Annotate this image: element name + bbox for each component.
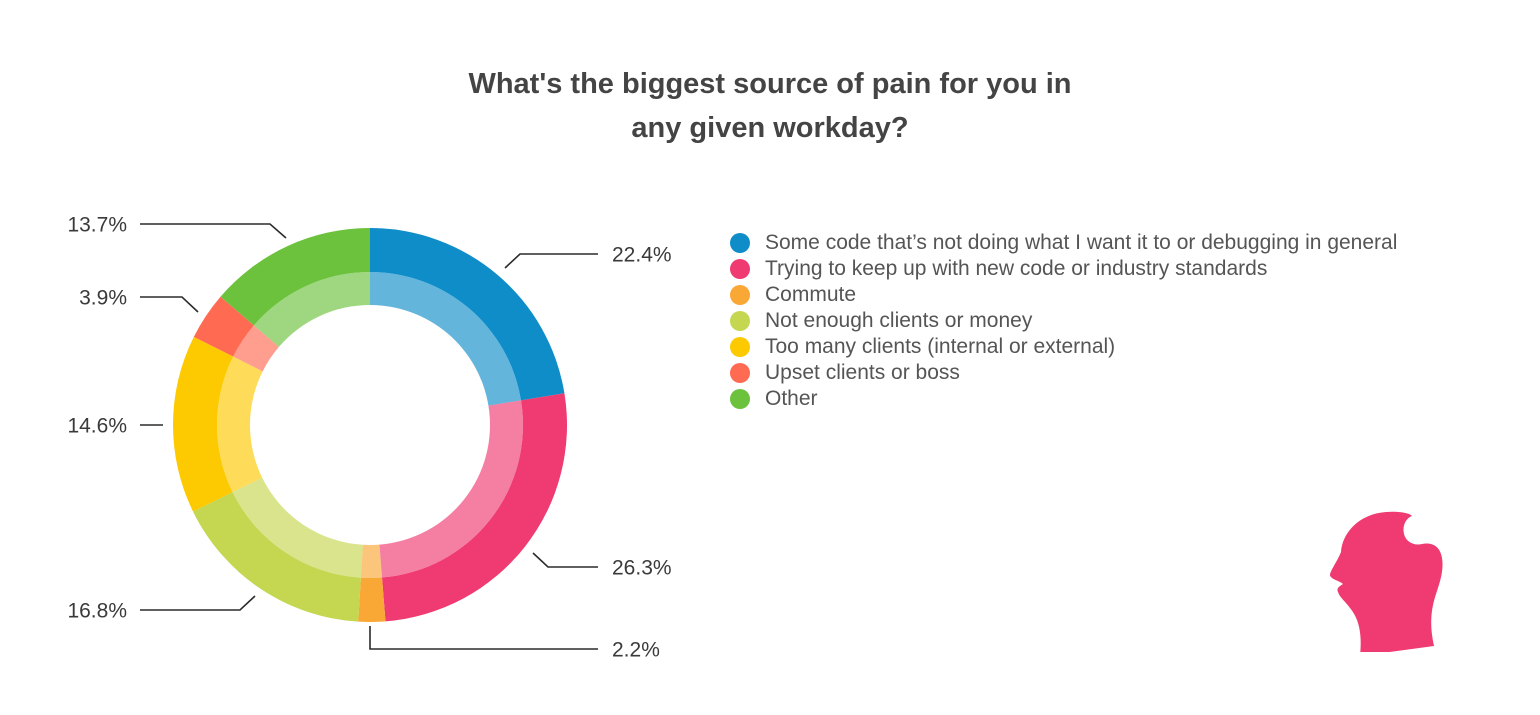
legend-item-too-many-clients-internal-or-external: Too many clients (internal or external) (730, 334, 1397, 360)
legend-swatch (730, 337, 750, 357)
chart-title: What's the biggest source of pain for yo… (370, 62, 1170, 150)
legend-swatch (730, 285, 750, 305)
data-label-commute: 2.2% (612, 639, 660, 662)
legend-swatch (730, 259, 750, 279)
legend-label: Trying to keep up with new code or indus… (765, 257, 1268, 280)
donut-slice-inner-commute (360, 544, 383, 578)
chart-title-line-2: any given workday? (631, 112, 909, 144)
data-label-some-code-that-s-not-doing-what-i-want-it-to-or-debugging-in-general: 22.4% (612, 244, 672, 267)
donut-slice-inner-some-code-that-s-not-doing-what-i-want-it-to-or-debugging-in-general (370, 272, 521, 406)
legend-label: Too many clients (internal or external) (765, 335, 1116, 358)
data-label-trying-to-keep-up-with-new-code-or-industry-standards: 26.3% (612, 557, 672, 580)
legend-item-some-code-that-s-not-doing-what-i-want-it-to-or-debugging-in-general: Some code that’s not doing what I want i… (730, 230, 1397, 256)
head-profile-icon (1330, 511, 1443, 652)
legend-swatch (730, 311, 750, 331)
donut-slice-inner-too-many-clients-internal-or-external (217, 356, 263, 493)
chart-legend: Some code that’s not doing what I want i… (730, 230, 1397, 412)
legend-swatch (730, 389, 750, 409)
donut-slice-upset-clients-or-boss (193, 296, 254, 357)
legend-item-other: Other (730, 386, 1397, 412)
data-label-other: 13.7% (67, 214, 127, 237)
legend-label: Not enough clients or money (765, 309, 1033, 332)
donut-slice-too-many-clients-internal-or-external (173, 336, 234, 512)
donut-slice-inner-other (253, 272, 370, 347)
chart-title-line-1: What's the biggest source of pain for yo… (468, 68, 1072, 100)
data-label-upset-clients-or-boss: 3.9% (79, 287, 127, 310)
leader-line-other (140, 223, 287, 239)
legend-label: Upset clients or boss (765, 361, 960, 384)
legend-item-upset-clients-or-boss: Upset clients or boss (730, 360, 1397, 386)
leader-line-not-enough-clients-or-money (140, 595, 256, 611)
legend-label: Commute (765, 283, 857, 306)
donut-slice-inner-trying-to-keep-up-with-new-code-or-industry-standards (379, 400, 523, 578)
leader-line-upset-clients-or-boss (140, 296, 199, 313)
legend-label: Other (765, 387, 818, 410)
leader-line-trying-to-keep-up-with-new-code-or-industry-standards (532, 552, 598, 568)
legend-item-not-enough-clients-or-money: Not enough clients or money (730, 308, 1397, 334)
leader-line-some-code-that-s-not-doing-what-i-want-it-to-or-debugging-in-general (504, 253, 598, 269)
legend-label: Some code that’s not doing what I want i… (765, 231, 1398, 254)
donut-slice-other (220, 228, 370, 326)
legend-item-trying-to-keep-up-with-new-code-or-industry-standards: Trying to keep up with new code or indus… (730, 256, 1397, 282)
legend-item-commute: Commute (730, 282, 1397, 308)
legend-swatch (730, 233, 750, 253)
data-label-not-enough-clients-or-money: 16.8% (67, 600, 127, 623)
donut-slice-commute (358, 577, 386, 622)
donut-slice-not-enough-clients-or-money (192, 492, 361, 622)
donut-slice-inner-upset-clients-or-boss (233, 325, 279, 372)
donut-slice-inner-not-enough-clients-or-money (232, 477, 363, 578)
data-label-too-many-clients-internal-or-external: 14.6% (67, 415, 127, 438)
donut-slice-trying-to-keep-up-with-new-code-or-industry-standards (382, 393, 567, 622)
donut-slice-some-code-that-s-not-doing-what-i-want-it-to-or-debugging-in-general (370, 228, 565, 401)
legend-swatch (730, 363, 750, 383)
leader-line-commute (369, 626, 598, 650)
